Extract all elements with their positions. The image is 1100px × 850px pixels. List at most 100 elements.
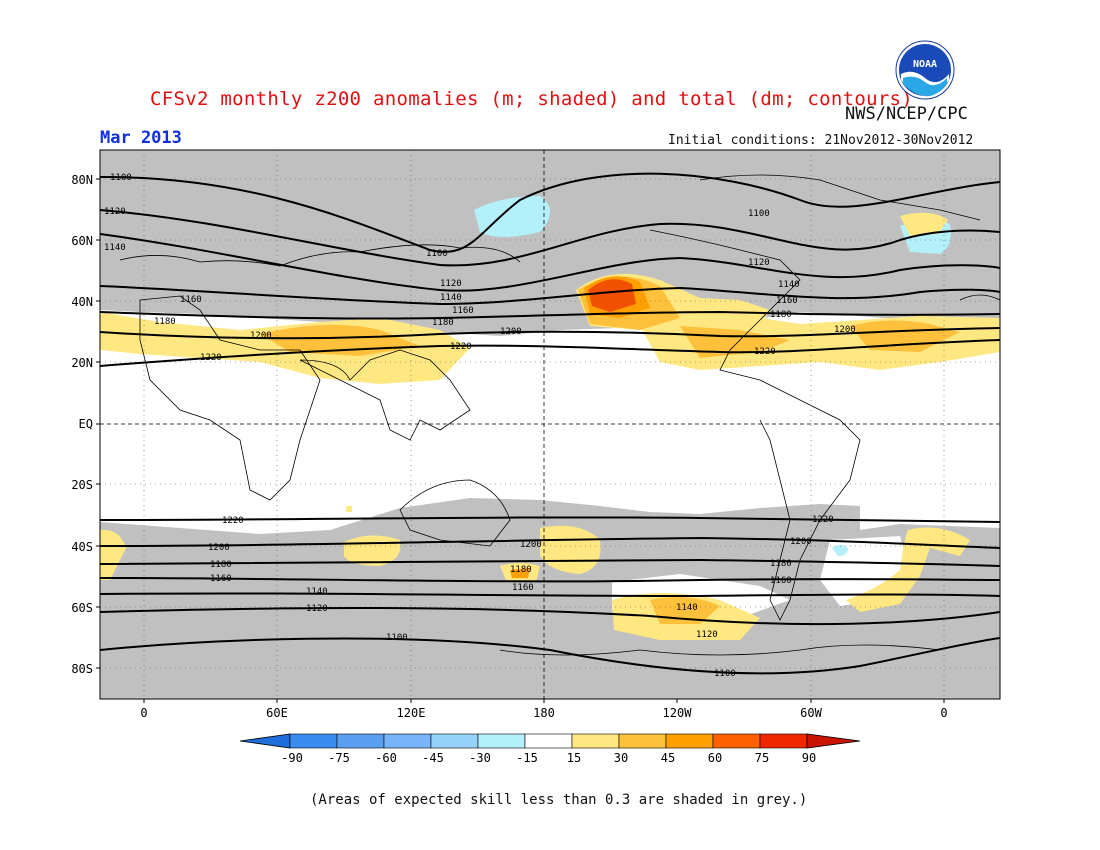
contour-label: 1140 xyxy=(676,603,698,613)
contour-label: 1160 xyxy=(180,295,202,305)
lat-label: 40S xyxy=(71,540,93,554)
noaa-logo: NOAA xyxy=(895,40,955,100)
colorbar-bin xyxy=(571,733,620,749)
colorbar-arrow-high xyxy=(806,733,861,749)
contour-1100-south xyxy=(100,637,1000,675)
contour-1160-south xyxy=(100,577,1000,583)
contour-label: 1200 xyxy=(250,331,272,341)
colorbar-bin xyxy=(618,733,667,749)
lat-label: 20N xyxy=(71,356,93,370)
colorbar-bin xyxy=(712,733,761,749)
positive-anomaly-equator-patch xyxy=(346,506,352,512)
colorbar-tick-labels: -90 -75 -60 -45 -30 -15 15 30 45 60 75 9… xyxy=(281,751,816,765)
positive-anomaly-north-atlantic-high xyxy=(900,212,948,236)
contour-label: 1100 xyxy=(110,173,132,183)
contour-label: 1180 xyxy=(432,318,454,328)
colorbar-tick: 60 xyxy=(708,751,722,765)
lon-label: 0 xyxy=(140,706,147,720)
map-title: CFSv2 monthly z200 anomalies (m; shaded)… xyxy=(150,88,914,110)
latitude-labels: 80N 60N 40N 20N EQ 20S 40S 60S 80S xyxy=(71,173,93,676)
lon-label: 180 xyxy=(533,706,555,720)
colorbar-bin xyxy=(759,733,808,749)
lat-label: EQ xyxy=(79,417,93,431)
contour-label: 1160 xyxy=(452,306,474,316)
contour-label: 1160 xyxy=(512,583,534,593)
colorbar-tick: 15 xyxy=(567,751,581,765)
grey-mask-south xyxy=(100,498,1000,699)
contour-label: 1220 xyxy=(450,342,472,352)
longitude-labels: 0 60E 120E 180 120W 60W 0 xyxy=(140,706,947,720)
contour-1120-north xyxy=(100,209,1000,267)
lat-label: 60N xyxy=(71,234,93,248)
colorbar xyxy=(239,733,861,749)
colorbar-tick: 45 xyxy=(661,751,675,765)
contour-label: 1140 xyxy=(104,243,126,253)
contour-label: 1140 xyxy=(440,293,462,303)
equator-dateline xyxy=(100,150,1000,699)
noaa-logo-text: NOAA xyxy=(913,59,937,70)
contour-1180-south xyxy=(100,558,1000,567)
contour-label: 1120 xyxy=(104,207,126,217)
contour-label: 1160 xyxy=(770,576,792,586)
contour-1140-south xyxy=(100,592,1000,598)
lat-label: 60S xyxy=(71,601,93,615)
contour-label: 1220 xyxy=(754,347,776,357)
positive-anomaly-south-atlantic xyxy=(846,527,970,612)
contour-1200-south xyxy=(100,536,1000,549)
coastlines xyxy=(119,174,1000,656)
colorbar-tick: 30 xyxy=(614,751,628,765)
contour-label: 1160 xyxy=(210,574,232,584)
colorbar-bin xyxy=(524,733,573,749)
negative-anomaly-arctic xyxy=(474,196,550,237)
colorbar-tick: -75 xyxy=(328,751,350,765)
colorbar-tick: -15 xyxy=(516,751,538,765)
grey-mask-north xyxy=(100,150,1000,336)
colorbar-bin xyxy=(430,733,479,749)
contour-1220-north xyxy=(100,339,1000,367)
contour-label: 1180 xyxy=(210,560,232,570)
contour-label: 1200 xyxy=(520,540,542,550)
contour-label: 1200 xyxy=(500,327,522,337)
colorbar-arrow-low xyxy=(239,733,291,749)
colorbar-tick: -90 xyxy=(281,751,303,765)
contour-label: 1200 xyxy=(790,537,812,547)
anomaly-45-60-nz xyxy=(510,568,530,578)
anomaly-60-75-pacific xyxy=(588,279,636,312)
lat-label: 80S xyxy=(71,662,93,676)
contour-label: 1200 xyxy=(834,325,856,335)
contour-1100-north xyxy=(100,172,1000,253)
contour-1160-north xyxy=(100,285,1000,306)
colorbar-bin xyxy=(336,733,385,749)
contour-1140-north xyxy=(100,233,1000,292)
negative-anomaly-south-atlantic xyxy=(832,545,848,556)
contour-label: 1120 xyxy=(696,630,718,640)
lon-label: 0 xyxy=(940,706,947,720)
lat-label: 40N xyxy=(71,295,93,309)
colorbar-tick: 75 xyxy=(755,751,769,765)
lon-label: 120W xyxy=(663,706,693,720)
colorbar-bin xyxy=(477,733,526,749)
anomaly-30-45-atlantic xyxy=(850,320,960,352)
contour-label: 1120 xyxy=(306,604,328,614)
agency-label: NWS/NCEP/CPC xyxy=(845,104,968,124)
initial-conditions-label: Initial conditions: 21Nov2012-30Nov2012 xyxy=(668,133,974,148)
colorbar-bin xyxy=(383,733,432,749)
colorbar-tick: -60 xyxy=(375,751,397,765)
height-contours xyxy=(100,172,1000,675)
lon-label: 60E xyxy=(266,706,288,720)
contour-label: 1220 xyxy=(812,515,834,525)
valid-month-label: Mar 2013 xyxy=(100,128,182,148)
contour-1180-north xyxy=(100,310,1000,320)
contour-label: 1220 xyxy=(200,353,222,363)
contour-label: 1140 xyxy=(306,587,328,597)
contour-label: 1200 xyxy=(208,543,230,553)
contour-label: 1140 xyxy=(778,280,800,290)
contour-label: 1100 xyxy=(748,209,770,219)
skill-footnote: (Areas of expected skill less than 0.3 a… xyxy=(310,792,808,808)
lon-label: 60W xyxy=(800,706,822,720)
contour-labels: 1100 1120 1140 1160 1180 1200 1220 1100 … xyxy=(104,173,856,679)
anomaly-30-45-namerica xyxy=(680,326,790,358)
contour-label: 1120 xyxy=(748,258,770,268)
contour-1200-north xyxy=(100,327,1000,340)
